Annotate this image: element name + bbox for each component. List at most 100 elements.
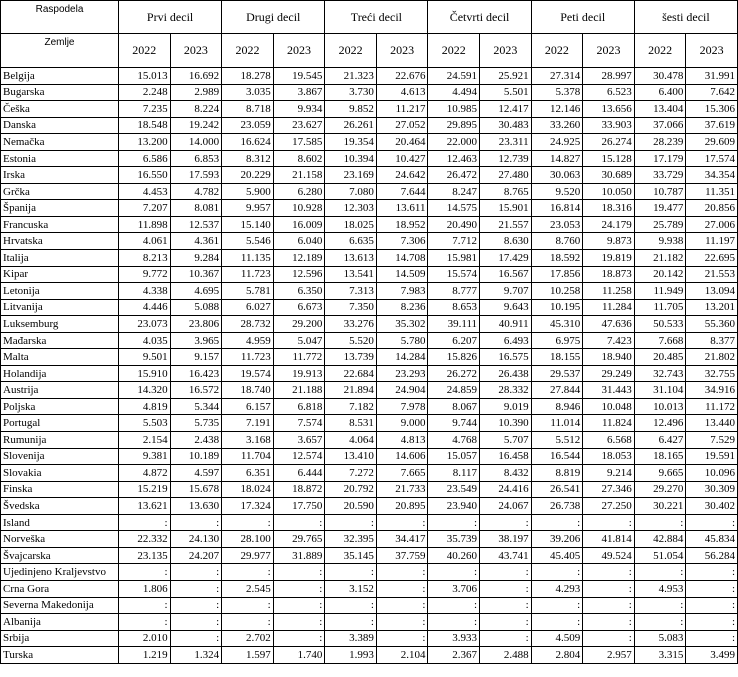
cell-value: 55.360	[685, 315, 738, 333]
cell-value: 3.035	[221, 83, 274, 102]
cell-value: 25.921	[479, 67, 532, 85]
cell-value: 18.053	[582, 447, 635, 466]
cell-value: 34.417	[375, 530, 429, 548]
cell-value: 6.523	[582, 83, 635, 102]
subcorner-label: Zemlje	[0, 33, 119, 68]
cell-value: 7.182	[324, 397, 377, 416]
cell-value: 4.613	[375, 83, 429, 102]
cell-value: 45.405	[530, 546, 584, 565]
cell-value: 32.755	[685, 364, 738, 383]
cell-value: 8.760	[530, 232, 584, 251]
cell-value: 9.665	[633, 464, 687, 482]
cell-value: 19.545	[272, 67, 326, 85]
cell-value: 30.478	[633, 67, 687, 85]
table-row: Litvanija 4.446 5.088 6.027 6.673 7.350 8.236 8…	[0, 298, 738, 317]
country-name: Malta	[0, 348, 119, 366]
cell-value: 11.949	[633, 282, 687, 300]
cell-value: 19.477	[633, 199, 687, 217]
cell-value: 23.627	[272, 116, 326, 135]
cell-value: 15.013	[118, 67, 171, 85]
cell-value: 20.895	[375, 497, 429, 515]
cell-value: 27.346	[582, 480, 635, 499]
country-name: Srbija	[0, 629, 119, 648]
country-name: Kipar	[0, 265, 119, 284]
cell-value: 15.057	[427, 447, 481, 466]
year-header: 2022	[530, 33, 584, 68]
cell-value: 8.946	[530, 397, 584, 416]
cell-value: 2.154	[118, 431, 171, 449]
cell-value: 10.394	[324, 149, 377, 168]
cell-value: 12.496	[633, 414, 687, 433]
cell-value: 18.278	[221, 67, 274, 85]
cell-value: 19.913	[272, 364, 326, 383]
cell-value: 18.165	[633, 447, 687, 466]
cell-value: 26.272	[427, 364, 481, 383]
cell-value: 20.792	[324, 480, 377, 499]
cell-value: 24.859	[427, 381, 481, 399]
cell-value: 21.802	[685, 348, 738, 366]
cell-value: 7.313	[324, 282, 377, 300]
cell-value: :	[324, 513, 377, 532]
cell-value: 30.689	[582, 166, 635, 184]
cell-value: 16.544	[530, 447, 584, 466]
cell-value: 9.744	[427, 414, 481, 433]
cell-value: 2.702	[221, 629, 274, 648]
group-header: Četvrti decil	[427, 0, 532, 34]
cell-value: :	[375, 563, 429, 581]
cell-value: 3.499	[685, 646, 738, 664]
cell-value: 3.657	[272, 431, 326, 449]
cell-value: 17.593	[169, 166, 223, 184]
cell-value: :	[221, 613, 274, 631]
cell-value: 13.094	[685, 282, 738, 300]
cell-value: 5.088	[169, 298, 223, 317]
cell-value: 26.738	[530, 497, 584, 515]
cell-value: 1.597	[221, 646, 274, 664]
cell-value: :	[169, 613, 223, 631]
cell-value: 11.705	[633, 298, 687, 317]
cell-value: 8.630	[479, 232, 532, 251]
cell-value: 8.602	[272, 149, 326, 168]
cell-value: :	[685, 579, 738, 598]
cell-value: 11.898	[118, 215, 171, 234]
cell-value: 6.350	[272, 282, 326, 300]
cell-value: :	[272, 596, 326, 615]
cell-value: 7.642	[685, 83, 738, 102]
table-body: Belgija 15.013 16.692 18.278 19.545 21.323 22.…	[0, 67, 738, 664]
cell-value: 3.168	[221, 431, 274, 449]
cell-value: 3.706	[427, 579, 481, 598]
cell-value: 37.066	[633, 116, 687, 135]
cell-value: 7.978	[375, 397, 429, 416]
cell-value: 12.463	[427, 149, 481, 168]
cell-value: 9.381	[118, 447, 171, 466]
cell-value: 19.242	[169, 116, 223, 135]
cell-value: 29.895	[427, 116, 481, 135]
cell-value: 45.310	[530, 315, 584, 333]
cell-value: 13.440	[685, 414, 738, 433]
cell-value: 8.236	[375, 298, 429, 317]
cell-value: :	[221, 513, 274, 532]
table-row: Luksemburg 23.073 23.806 28.732 29.200 33.276…	[0, 315, 738, 333]
cell-value: 9.000	[375, 414, 429, 433]
cell-value: 32.395	[324, 530, 377, 548]
cell-value: 8.765	[479, 182, 532, 201]
country-name: Norveška	[0, 530, 119, 548]
cell-value: 15.910	[118, 364, 171, 383]
cell-value: 14.827	[530, 149, 584, 168]
table-row: Belgija 15.013 16.692 18.278 19.545 21.323 22.…	[0, 67, 738, 85]
table-row: Rumunija 2.154 2.438 3.168 3.657 4.064 4.813 4.…	[0, 431, 738, 449]
table-header: Raspodela Prvi decil Drugi decil Treći dec…	[0, 0, 738, 68]
cell-value: 1.324	[169, 646, 223, 664]
table-row: Irska 16.550 17.593 20.229 21.158 23.169 24.64…	[0, 166, 738, 184]
cell-value: 19.354	[324, 133, 377, 151]
cell-value: 6.280	[272, 182, 326, 201]
cell-value: 9.852	[324, 100, 377, 118]
cell-value: 8.067	[427, 397, 481, 416]
cell-value: 5.512	[530, 431, 584, 449]
cell-value: 7.668	[633, 331, 687, 350]
cell-value: 18.592	[530, 249, 584, 267]
cell-value: 13.404	[633, 100, 687, 118]
country-name: Severna Makedonija	[0, 596, 119, 615]
table-row: Albanija::::::::::::	[0, 613, 738, 631]
cell-value: 19.574	[221, 364, 274, 383]
table-row: Holandija 15.910 16.423 19.574 19.913 22.684 2…	[0, 364, 738, 383]
